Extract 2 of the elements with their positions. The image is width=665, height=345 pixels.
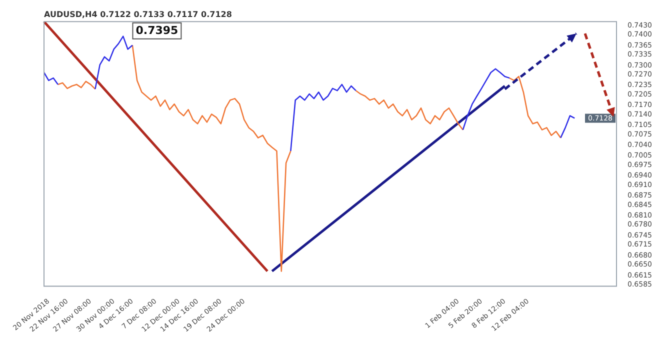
annotation: 0.7395 <box>136 24 178 38</box>
chart-title: AUDUSD,H4 0.7122 0.7133 0.7117 0.7128 <box>44 10 232 19</box>
